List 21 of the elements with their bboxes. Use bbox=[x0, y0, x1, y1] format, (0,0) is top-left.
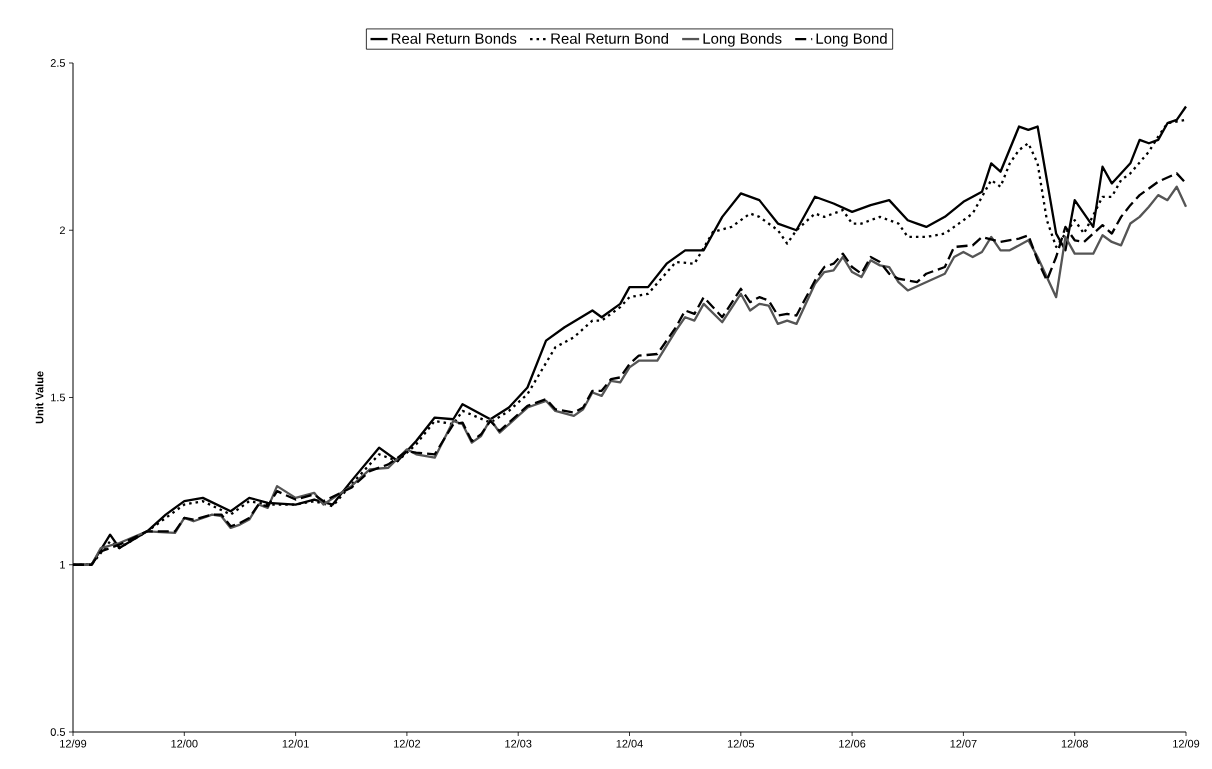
y-tick-label: 2.5 bbox=[50, 59, 66, 67]
x-tick-label: 12/06 bbox=[839, 739, 866, 748]
legend-label: Real Return Bonds bbox=[391, 32, 517, 44]
y-tick-label: 0.5 bbox=[50, 728, 66, 736]
x-tick-label: 12/09 bbox=[1173, 739, 1200, 748]
y-axis-title: Unit Value bbox=[35, 371, 44, 424]
legend-label: Long Bonds bbox=[703, 32, 782, 47]
x-tick-label: 12/03 bbox=[505, 739, 532, 748]
x-tick-label: 12/01 bbox=[282, 739, 309, 748]
legend-label: Real Return Bond bbox=[551, 32, 668, 44]
x-tick-label: 12/05 bbox=[727, 739, 755, 748]
y-tick-label: 1 bbox=[60, 560, 65, 569]
legend-label: Long Bond bbox=[816, 32, 887, 47]
x-tick-label: 12/08 bbox=[1061, 739, 1088, 748]
x-tick-label: 12/00 bbox=[171, 739, 198, 748]
x-tick-label: 12/07 bbox=[950, 739, 977, 748]
x-tick-label: 12/99 bbox=[60, 739, 87, 748]
y-tick-label: 2 bbox=[59, 226, 65, 235]
x-tick-label: 12/02 bbox=[394, 739, 421, 748]
x-tick-label: 12/04 bbox=[616, 739, 643, 748]
y-tick-label: 1.5 bbox=[51, 393, 66, 402]
